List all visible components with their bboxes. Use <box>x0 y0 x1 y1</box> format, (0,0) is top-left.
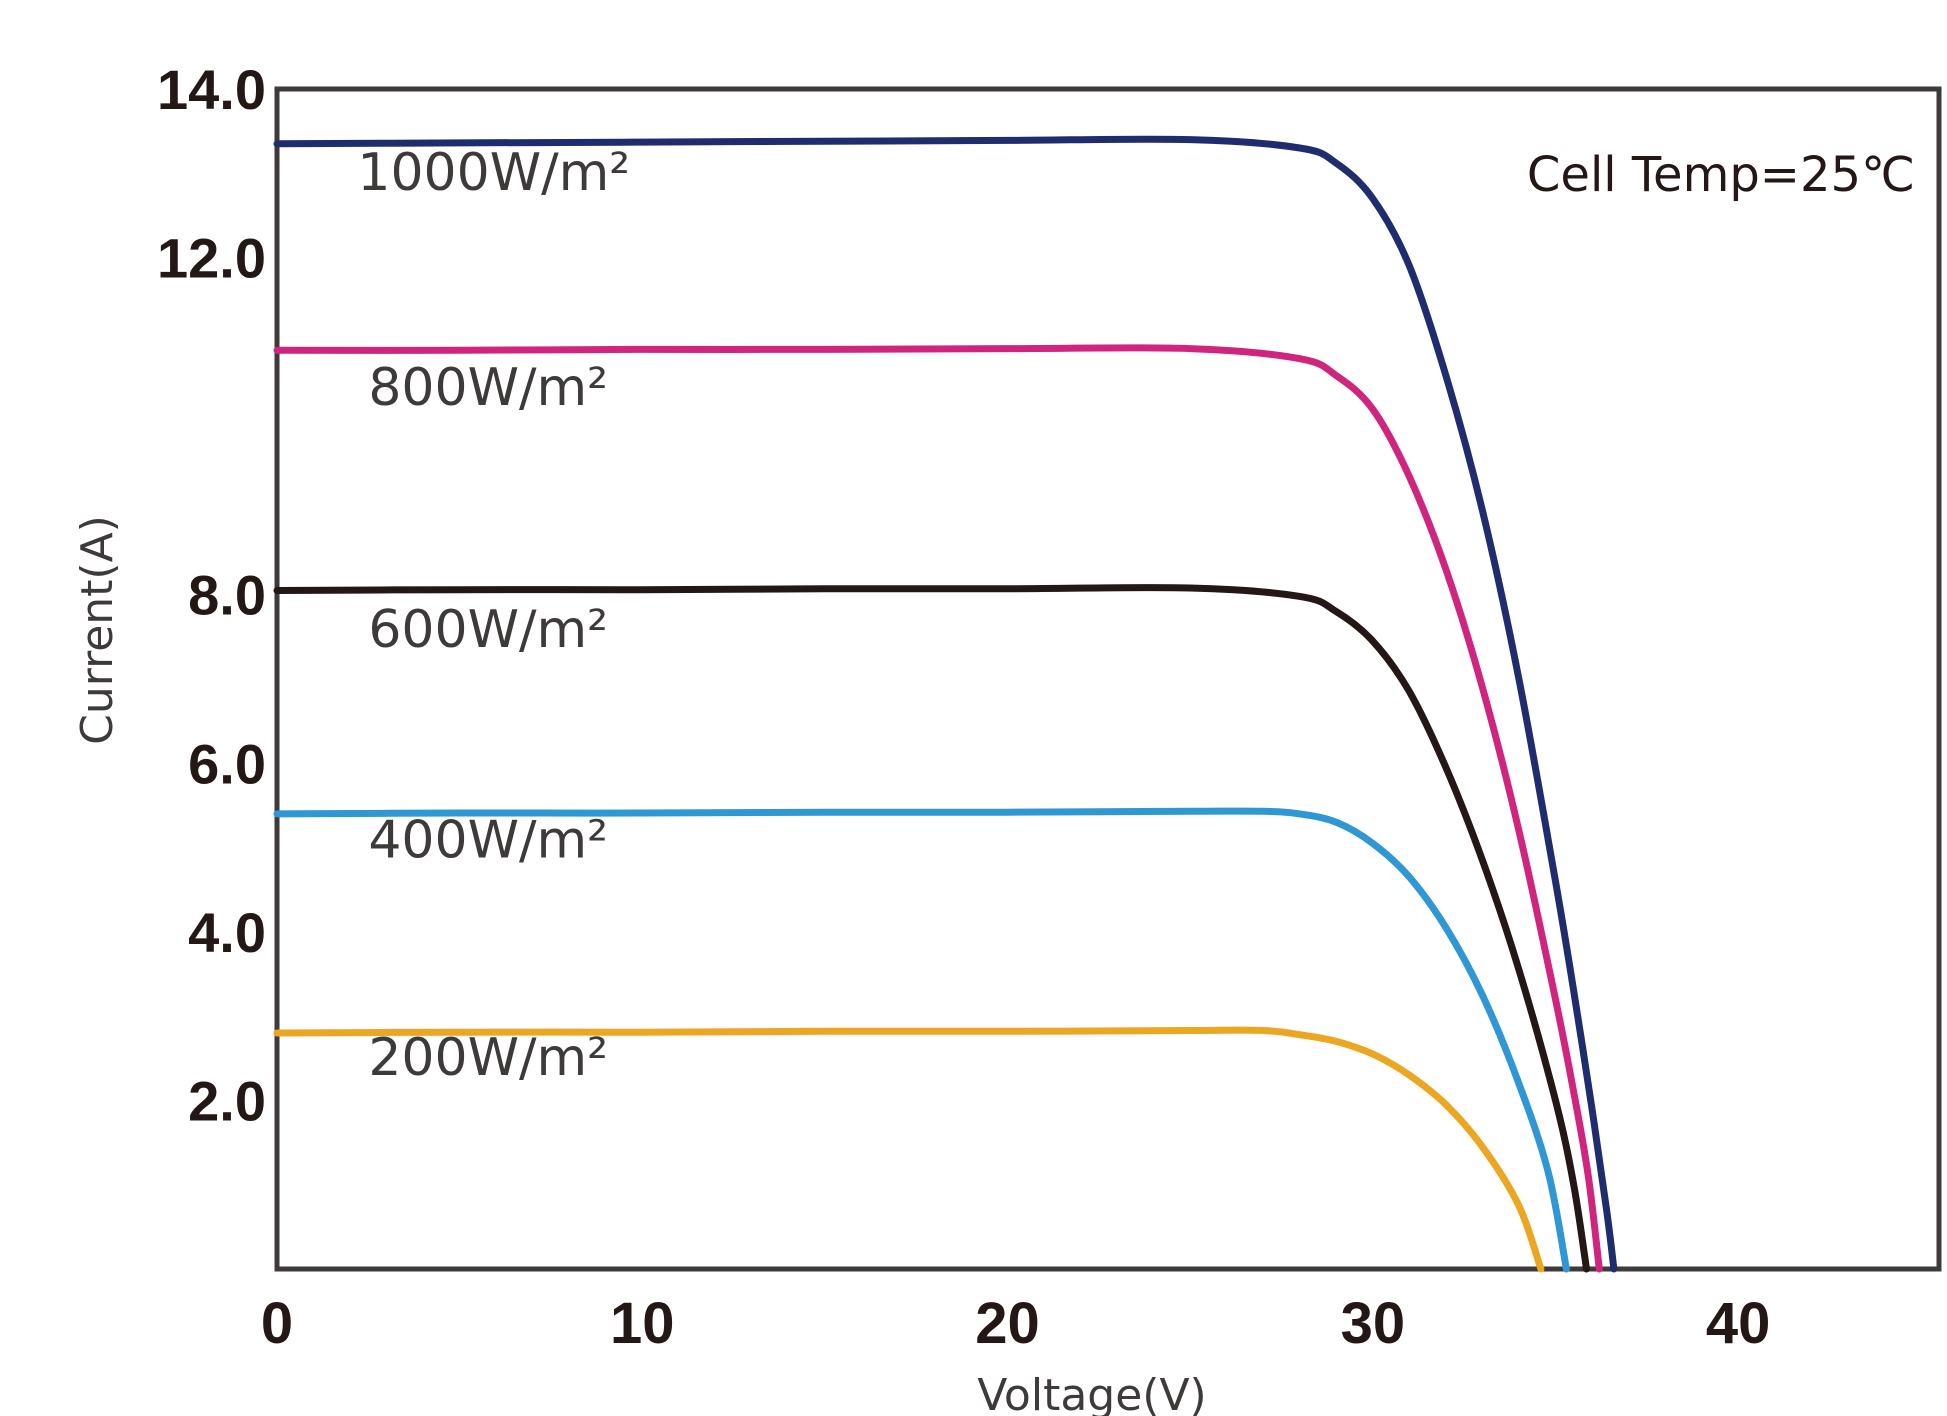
x-tick-label: 40 <box>1706 1291 1771 1356</box>
plot-frame <box>274 86 1942 1272</box>
x-axis-title: Voltage(V) <box>977 1370 1206 1416</box>
series-label-3: 400W/m² <box>368 811 608 871</box>
series-label-0: 1000W/m² <box>357 143 630 203</box>
series-line-2 <box>273 584 1590 1273</box>
x-tick-label: 0 <box>261 1291 293 1356</box>
y-tick-label: 12.0 <box>157 227 266 290</box>
series-label-layer: 1000W/m² 800W/m² 600W/m² 400W/m² 200W/m² <box>357 143 630 1088</box>
y-tick-label: 4.0 <box>188 901 266 964</box>
series-line-1 <box>273 344 1603 1273</box>
series-line-3 <box>273 807 1570 1273</box>
y-tick-label: 2.0 <box>188 1069 266 1132</box>
annotation-cell-temp: Cell Temp=25℃ <box>1527 147 1915 203</box>
y-axis-title: Current(A) <box>72 515 123 745</box>
series-label-2: 600W/m² <box>368 600 608 660</box>
x-tick-label: 20 <box>975 1291 1040 1356</box>
y-tick-label: 8.0 <box>188 564 266 627</box>
x-tick-label: 30 <box>1341 1291 1406 1356</box>
y-tick-label: 6.0 <box>188 732 266 795</box>
series-layer <box>273 135 1618 1273</box>
y-axis-ticks: 2.0 4.0 6.0 8.0 12.0 14.0 <box>157 58 266 1132</box>
y-tick-label: 14.0 <box>157 58 266 121</box>
series-line-4 <box>273 1026 1545 1273</box>
series-line-0 <box>273 135 1618 1273</box>
x-tick-label: 10 <box>610 1291 675 1356</box>
x-axis-ticks: 0 10 20 30 40 <box>261 1291 1770 1356</box>
series-label-4: 200W/m² <box>368 1028 608 1088</box>
series-label-1: 800W/m² <box>368 358 608 418</box>
